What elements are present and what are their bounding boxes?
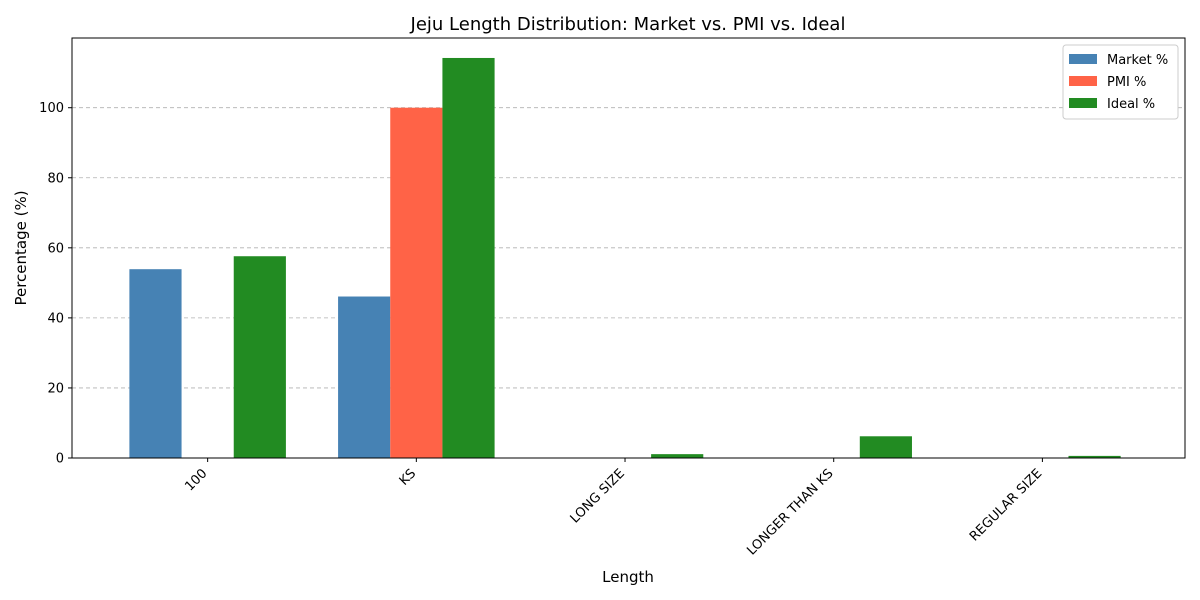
bar [651,454,704,458]
bar [1068,455,1121,458]
y-tick-label: 80 [47,171,64,186]
legend-label: Ideal % [1107,97,1155,112]
bar [233,256,286,458]
legend-label: PMI % [1107,75,1146,90]
legend-swatch [1069,76,1097,86]
y-tick-label: 100 [39,101,64,116]
x-axis-label: Length [602,568,654,586]
x-tick-label: 100 [182,466,210,494]
legend-swatch [1069,98,1097,108]
x-tick-label: LONG SIZE [568,466,628,526]
x-tick-label: REGULAR SIZE [967,466,1045,544]
bar [129,269,182,458]
x-axis-ticks: 100 KS LONG SIZE LONGER THAN KS REGULAR SIZE [182,458,1045,558]
chart-title: Jeju Length Distribution: Market vs. PMI… [410,14,846,35]
y-axis-label: Percentage (%) [12,190,30,305]
y-tick-label: 0 [56,452,64,467]
x-tick-label: LONGER THAN KS [744,466,836,558]
legend-swatch [1069,54,1097,64]
legend: Market % PMI % Ideal % [1062,44,1179,120]
bars [129,57,1121,458]
y-tick-label: 40 [47,311,64,326]
x-tick-label: KS [397,466,419,488]
bar [338,296,391,458]
bar [442,57,495,458]
y-tick-label: 20 [47,381,64,396]
legend-label: Market % [1107,53,1168,68]
y-axis-ticks: 0 20 40 60 80 100 [39,101,72,467]
bar [859,436,912,458]
y-tick-label: 60 [47,241,64,256]
bar [390,107,443,458]
